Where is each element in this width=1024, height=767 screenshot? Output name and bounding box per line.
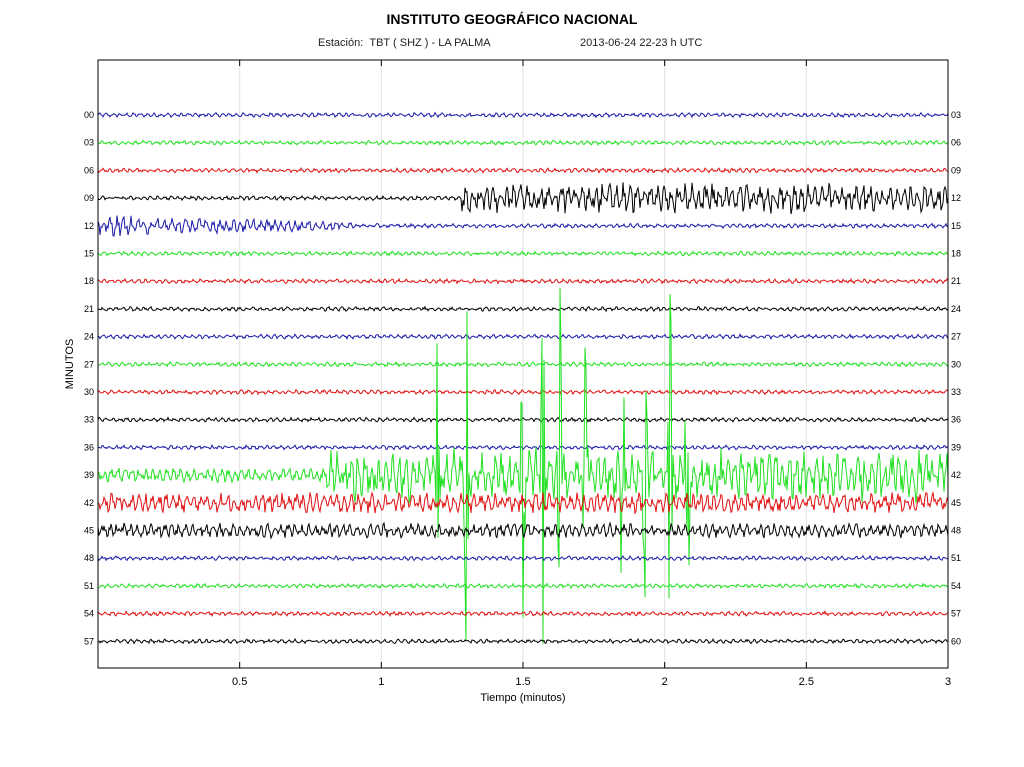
row-label-left: 27 — [84, 359, 94, 369]
x-axis-ticks: 0.5 1 1.5 2 2.5 3 — [232, 60, 951, 688]
row-label-left: 12 — [84, 221, 94, 231]
trace-row-00 — [97, 111, 949, 119]
row-label-right: 27 — [951, 332, 961, 342]
chart-title: INSTITUTO GEOGRÁFICO NACIONAL — [386, 11, 638, 27]
row-label-left: 57 — [84, 636, 94, 646]
row-label-left: 03 — [84, 138, 94, 148]
row-label-left: 00 — [84, 110, 94, 120]
trace-row-51 — [97, 582, 949, 590]
row-label-right: 36 — [951, 415, 961, 425]
trace-row-03 — [97, 139, 949, 146]
row-label-right: 33 — [951, 387, 961, 397]
trace-row-21 — [97, 305, 949, 313]
row-label-left: 45 — [84, 526, 94, 536]
trace-row-24 — [97, 332, 949, 341]
trace-row-27 — [97, 360, 949, 368]
row-label-right: 15 — [951, 221, 961, 231]
row-label-right: 60 — [951, 636, 961, 646]
row-label-right: 45 — [951, 498, 961, 508]
trace-row-39 — [97, 287, 949, 644]
row-label-right: 48 — [951, 526, 961, 536]
row-label-left: 42 — [84, 498, 94, 508]
row-label-left: 18 — [84, 276, 94, 286]
row-label-left: 15 — [84, 249, 94, 259]
trace-row-09 — [97, 182, 949, 215]
y-axis-label: MINUTOS — [64, 339, 76, 390]
row-label-left: 33 — [84, 415, 94, 425]
trace-row-30 — [97, 388, 949, 396]
row-label-left: 09 — [84, 193, 94, 203]
row-label-left: 51 — [84, 581, 94, 591]
station-label: Estación: — [318, 37, 364, 49]
row-label-left: 24 — [84, 332, 94, 342]
row-label-right: 51 — [951, 553, 961, 563]
chart-subtitle: Estación: TBT ( SHZ ) - LA PALMA 2013-06-… — [318, 37, 702, 49]
trace-row-48 — [97, 554, 949, 562]
row-label-right: 54 — [951, 581, 961, 591]
row-label-right: 30 — [951, 359, 961, 369]
trace-row-54 — [97, 610, 949, 618]
x-axis-label: Tiempo (minutos) — [480, 692, 565, 704]
row-label-right: 12 — [951, 193, 961, 203]
row-label-right: 39 — [951, 442, 961, 452]
recording-date: 2013-06-24 22-23 h UTC — [580, 37, 703, 49]
trace-row-12 — [97, 215, 949, 237]
x-tick-label: 1.5 — [515, 676, 530, 688]
row-label-left: 48 — [84, 553, 94, 563]
row-label-left: 06 — [84, 165, 94, 175]
x-tick-label: 3 — [945, 676, 951, 688]
row-label-left: 21 — [84, 304, 94, 314]
trace-row-45 — [97, 521, 949, 540]
row-label-right: 42 — [951, 470, 961, 480]
x-tick-label: 1 — [378, 676, 384, 688]
row-label-right: 06 — [951, 138, 961, 148]
row-label-right: 57 — [951, 609, 961, 619]
x-tick-label: 0.5 — [232, 676, 247, 688]
trace-row-36 — [97, 444, 949, 451]
trace-row-57 — [98, 637, 949, 645]
trace-row-33 — [97, 416, 949, 423]
x-tick-label: 2 — [662, 676, 668, 688]
row-label-right: 24 — [951, 304, 961, 314]
row-label-right: 03 — [951, 110, 961, 120]
row-label-left: 39 — [84, 470, 94, 480]
x-tick-label: 2.5 — [799, 676, 814, 688]
trace-layer — [97, 111, 949, 645]
station-name: TBT ( SHZ ) - LA PALMA — [369, 37, 491, 49]
row-label-left: 54 — [84, 609, 94, 619]
trace-row-15 — [97, 250, 949, 258]
row-labels: 00 03 03 06 06 09 09 12 12 15 15 18 18 21 21 24 24 27 27 30… — [84, 110, 961, 646]
row-label-right: 21 — [951, 276, 961, 286]
row-label-left: 30 — [84, 387, 94, 397]
trace-row-06 — [97, 166, 949, 174]
row-label-right: 18 — [951, 249, 961, 259]
trace-row-18 — [97, 277, 949, 285]
trace-row-42 — [97, 491, 949, 515]
row-label-left: 36 — [84, 442, 94, 452]
row-label-right: 09 — [951, 165, 961, 175]
